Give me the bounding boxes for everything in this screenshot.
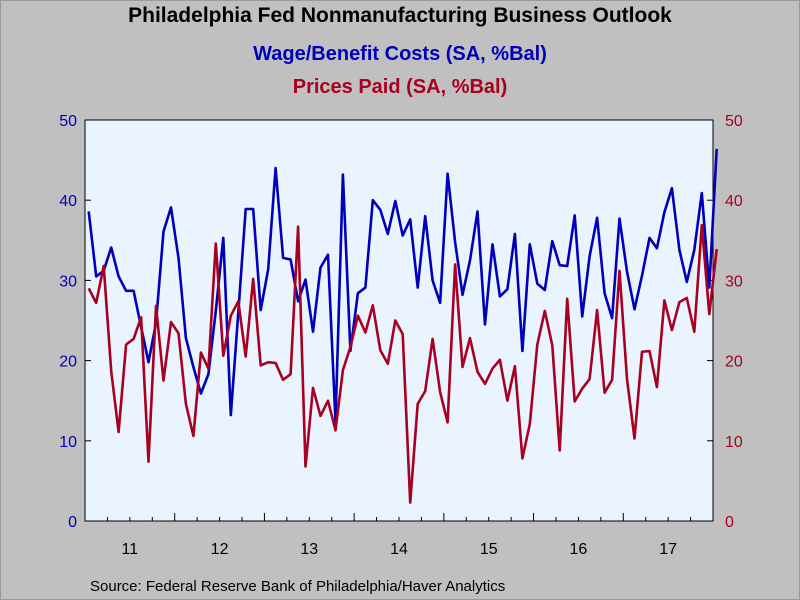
left-tick-label: 20 — [59, 354, 77, 371]
right-tick-label: 0 — [725, 514, 734, 531]
right-axis: 0 10 20 30 40 50 — [707, 113, 743, 531]
left-tick-label: 40 — [59, 193, 77, 210]
x-tick-label: 16 — [570, 541, 588, 558]
right-tick-label: 50 — [725, 113, 743, 130]
series-group — [87, 148, 718, 504]
x-tick-label: 17 — [659, 541, 677, 558]
prices-paid-line — [87, 223, 718, 504]
source-note: Source: Federal Reserve Bank of Philadel… — [90, 578, 506, 595]
right-tick-label: 40 — [725, 193, 743, 210]
wage-benefit-costs-line — [87, 148, 718, 423]
left-axis: 0 10 20 30 40 50 — [59, 113, 91, 531]
x-tick-label: 13 — [300, 541, 318, 558]
x-tick-label: 11 — [122, 541, 139, 558]
left-tick-label: 0 — [68, 514, 77, 531]
chart-subtitle-prices: Prices Paid (SA, %Bal) — [292, 76, 508, 98]
x-tick-label: 14 — [390, 541, 408, 558]
right-tick-label: 10 — [725, 434, 743, 451]
left-tick-label: 30 — [59, 273, 77, 290]
chart-subtitle-wages: Wage/Benefit Costs (SA, %Bal) — [253, 43, 547, 65]
x-tick-label: 15 — [480, 541, 498, 558]
chart-title: Philadelphia Fed Nonmanufacturing Busine… — [128, 4, 672, 27]
left-tick-label: 50 — [59, 113, 77, 130]
x-axis: 11 12 13 14 15 16 17 — [106, 513, 692, 558]
left-tick-label: 10 — [59, 434, 77, 451]
plot-area — [84, 119, 714, 522]
x-tick-label: 12 — [211, 541, 229, 558]
right-tick-label: 30 — [725, 273, 743, 290]
right-tick-label: 20 — [725, 354, 743, 371]
